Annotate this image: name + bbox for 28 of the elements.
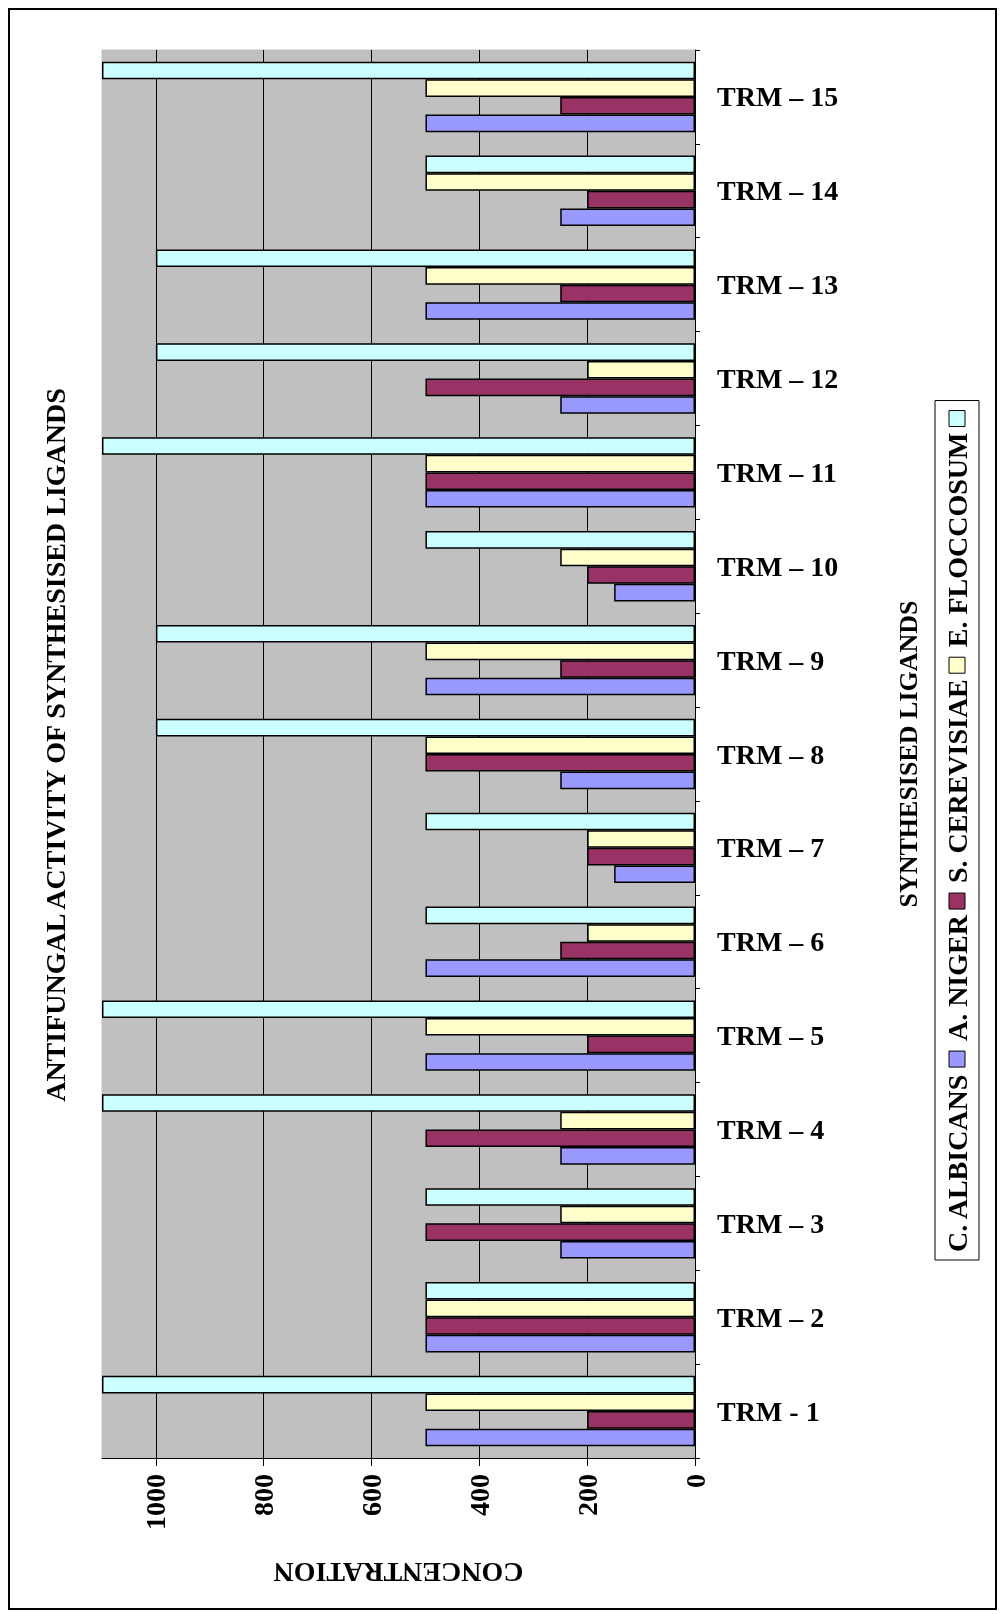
y-tick-label: TRM – 14 [717, 175, 839, 207]
x-axis-title: CONCENTRATION [273, 1556, 524, 1588]
y-tick-label: TRM – 15 [717, 81, 839, 113]
y-tick-label: TRM – 9 [717, 644, 825, 676]
x-tick-label: 1000 [140, 1474, 172, 1530]
x-tick-label: 400 [463, 1474, 495, 1516]
text: ANTIFUNGAL ACTIVITY OF SYNTHESISED LIGANDS [39, 388, 71, 1102]
x-tick-label: 800 [248, 1474, 280, 1516]
legend-label: S. CEREVISIAE [941, 679, 973, 884]
y-axis-title: SYNTHESISED LIGANDS [893, 600, 923, 908]
y-tick-label: TRM – 7 [717, 832, 825, 864]
y-tick-label: TRM – 13 [717, 269, 839, 301]
y-tick-label: TRM – 3 [717, 1207, 825, 1239]
y-tick-label: TRM – 5 [717, 1020, 825, 1052]
y-tick-label: TRM – 10 [717, 550, 839, 582]
legend-label: E. FLOCCOSUM [941, 432, 973, 648]
y-tick-label: TRM – 4 [717, 1113, 825, 1145]
x-tick-label: 200 [571, 1474, 603, 1516]
legend-label: A. NIGER [941, 914, 973, 1042]
y-tick-label: TRM – 12 [717, 363, 839, 395]
y-tick-label: TRM - 1 [717, 1395, 820, 1427]
y-tick-label: TRM – 2 [717, 1301, 825, 1333]
y-tick-label: TRM – 8 [717, 738, 825, 770]
x-tick-label: 0 [679, 1474, 711, 1488]
y-tick-label: TRM – 6 [717, 926, 825, 958]
legend-label: C. ALBICANS [941, 1074, 973, 1252]
y-tick-label: TRM – 11 [717, 456, 837, 488]
x-tick-label: 600 [356, 1474, 388, 1516]
